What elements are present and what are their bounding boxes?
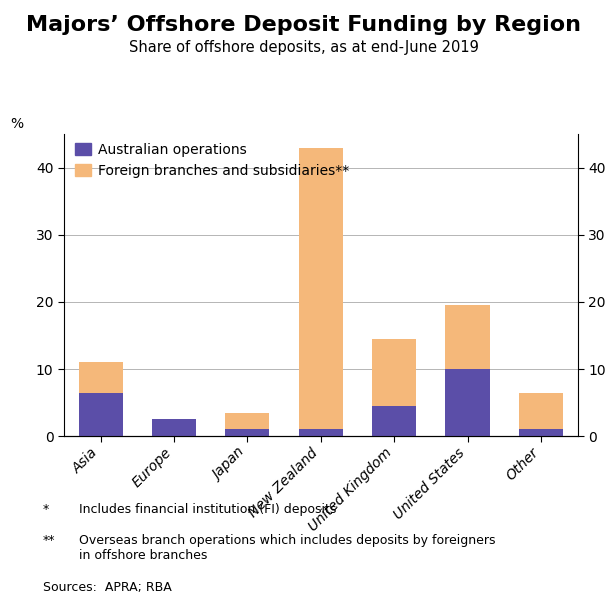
Legend: Australian operations, Foreign branches and subsidiaries**: Australian operations, Foreign branches … <box>69 137 355 183</box>
Text: Sources:  APRA; RBA: Sources: APRA; RBA <box>43 581 171 594</box>
Text: Overseas branch operations which includes deposits by foreigners
in offshore bra: Overseas branch operations which include… <box>79 534 496 562</box>
Bar <box>446 369 489 436</box>
Bar <box>226 412 269 429</box>
Text: **: ** <box>43 534 55 547</box>
Bar <box>372 406 416 436</box>
Bar <box>299 429 343 436</box>
Bar <box>519 393 563 429</box>
Bar <box>299 148 343 429</box>
Text: Includes financial institution (FI) deposits: Includes financial institution (FI) depo… <box>79 503 336 516</box>
Text: Majors’ Offshore Deposit Funding by Region: Majors’ Offshore Deposit Funding by Regi… <box>27 15 581 35</box>
Bar <box>446 305 489 369</box>
Bar <box>519 429 563 436</box>
Bar <box>226 429 269 436</box>
Bar <box>78 393 123 436</box>
Text: Share of offshore deposits, as at end-June 2019: Share of offshore deposits, as at end-Ju… <box>129 40 479 55</box>
Text: *: * <box>43 503 49 516</box>
Bar <box>152 420 196 436</box>
Text: %: % <box>10 117 23 131</box>
Bar <box>372 339 416 406</box>
Bar <box>78 362 123 393</box>
